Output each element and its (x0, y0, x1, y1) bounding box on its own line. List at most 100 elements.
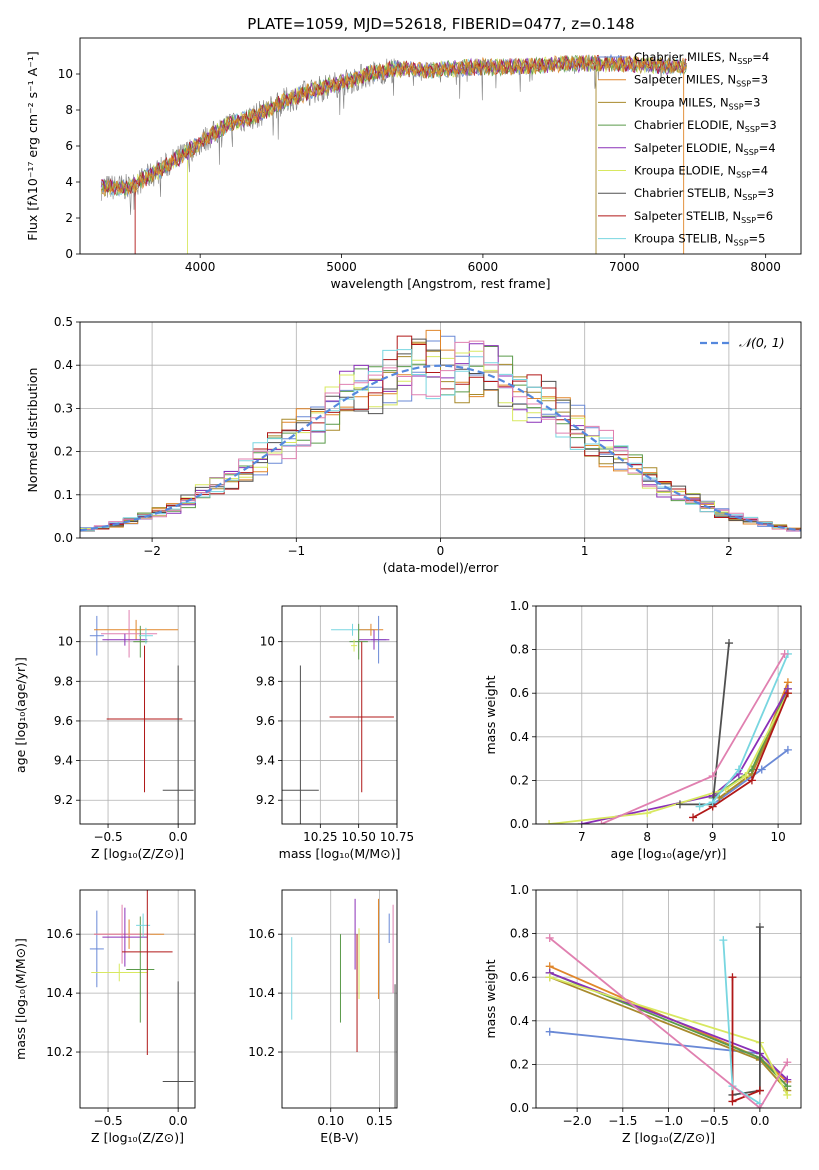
data-point (643, 809, 652, 818)
data-point (741, 772, 750, 781)
legend-label: Salpeter ELODIE, NSSP=4 (634, 141, 776, 157)
error-bar (282, 665, 319, 824)
y-axis-label: mass weight (483, 959, 498, 1038)
error-bar (89, 910, 104, 988)
y-axis-label: mass weight (483, 675, 498, 754)
data-point (783, 1075, 792, 1084)
y-tick-label: 0.0 (510, 817, 529, 831)
x-tick-label: 10.75 (380, 830, 414, 844)
y-tick-label: 9.2 (256, 793, 275, 807)
y-tick-label: 2 (65, 211, 73, 225)
error-bar (136, 913, 151, 938)
y-axis-label: age [log₁₀(age/yr)] (13, 657, 28, 773)
x-axis-label: mass [log₁₀(M/M⊙)] (279, 846, 401, 861)
data-point (545, 820, 554, 824)
series-line (732, 927, 761, 1096)
y-tick-label: 0.5 (54, 315, 73, 329)
histogram-step (80, 338, 801, 531)
y-axis-label: mass [log₁₀(M/M⊙)] (13, 938, 28, 1060)
y-tick-label: 0.4 (510, 1014, 529, 1028)
data-point (719, 936, 728, 945)
data-point (783, 689, 792, 698)
y-tick-label: 10.6 (248, 927, 275, 941)
error-bar (94, 904, 151, 964)
series-line (699, 653, 789, 808)
error-bar (162, 665, 194, 824)
model-spectrum-line (100, 54, 687, 197)
data-point (783, 745, 792, 754)
error-bar (133, 625, 148, 658)
data-point (708, 798, 717, 807)
x-tick-label: 10 (770, 830, 785, 844)
data-point (545, 973, 554, 982)
age-vs-mass-panel: 10.25 10.50 10.75 9.2 9.4 9.6 9.8 10 mass [log₁₀… (256, 605, 414, 861)
grid (282, 890, 397, 1108)
data-point (597, 820, 606, 824)
error-bar (94, 619, 179, 640)
y-tick-label: 0.8 (510, 927, 529, 941)
x-tick-label: 6000 (468, 260, 499, 274)
x-tick-label: 5000 (326, 260, 357, 274)
data-point (545, 1027, 554, 1036)
age-vs-metallicity-panel: −0.5 0.0 9.2 9.4 9.6 9.8 10 Z [log₁₀(Z/Z⊙)] age … (13, 605, 196, 861)
axes-frame (281, 605, 398, 825)
axes-frame (79, 605, 196, 825)
plot-area (89, 890, 194, 1108)
data-point (708, 772, 717, 781)
x-tick-label: 10.25 (303, 830, 337, 844)
y-tick-label: 10.2 (46, 1045, 73, 1059)
x-tick-label: 7000 (609, 260, 640, 274)
error-bar (349, 623, 368, 660)
error-bar (351, 639, 358, 652)
legend-label: Chabrier ELODIE, NSSP=3 (634, 118, 777, 134)
data-point (695, 802, 704, 811)
data-point (780, 649, 789, 658)
normal-curve (80, 364, 801, 532)
error-bar (138, 627, 153, 644)
x-tick-label: 2 (725, 544, 733, 558)
data-point (755, 1104, 764, 1108)
axes-frame (79, 321, 802, 539)
y-tick-label: 0.4 (510, 730, 529, 744)
x-tick-label: −1.5 (608, 1114, 637, 1128)
x-tick-label: 7 (578, 830, 586, 844)
y-tick-label: 6 (65, 139, 73, 153)
grid (282, 606, 398, 824)
y-tick-label: 10 (260, 635, 275, 649)
x-tick-label: 1 (581, 544, 589, 558)
data-point (747, 776, 756, 785)
mass-vs-metallicity-panel: −0.5 0.0 10.2 10.4 10.6 Z [log₁₀(Z/Z⊙)] mass [… (13, 889, 196, 1145)
series-line (549, 937, 789, 1108)
model-spectrum-line (100, 54, 687, 195)
legend-label: Chabrier STELIB, NSSP=3 (634, 186, 774, 202)
axes-frame (281, 889, 398, 1109)
y-tick-label: 0.3 (54, 401, 73, 415)
x-tick-label: 0.0 (750, 1114, 769, 1128)
y-tick-label: 9.4 (256, 754, 275, 768)
data-point (783, 1090, 792, 1099)
axes-frame (535, 605, 802, 825)
legend-label: Salpeter MILES, NSSP=3 (634, 73, 768, 89)
data-point (545, 933, 554, 942)
x-tick-label: 4000 (185, 260, 216, 274)
x-tick-label: 0.0 (169, 1114, 188, 1128)
data-point (734, 765, 743, 774)
error-bar (126, 916, 155, 1023)
data-point (675, 800, 684, 809)
x-tick-label: 0 (437, 544, 445, 558)
legend-label: Kroupa STELIB, NSSP=5 (634, 232, 765, 248)
series-line (731, 977, 761, 1103)
error-bar (358, 629, 390, 650)
y-axis-label: Flux [fλ10⁻¹⁷ erg cm⁻² s⁻¹ A⁻¹] (25, 51, 40, 240)
data-point (728, 973, 737, 982)
x-tick-label: 0.15 (366, 1114, 393, 1128)
y-tick-label: 1.0 (510, 599, 529, 613)
plot-area (545, 923, 792, 1108)
x-axis-label: Z [log₁₀(Z/Z⊙)] (622, 1130, 715, 1145)
error-bar (101, 609, 158, 658)
x-tick-label: −1.0 (654, 1114, 683, 1128)
y-tick-label: 0 (65, 247, 73, 261)
residuals-panel: −2 −1 0 1 2 0.0 0.1 0.2 0.3 0.4 0.5 (data-model)/er… (25, 315, 802, 575)
y-tick-label: 0.2 (54, 445, 73, 459)
x-tick-label: −2 (143, 544, 161, 558)
